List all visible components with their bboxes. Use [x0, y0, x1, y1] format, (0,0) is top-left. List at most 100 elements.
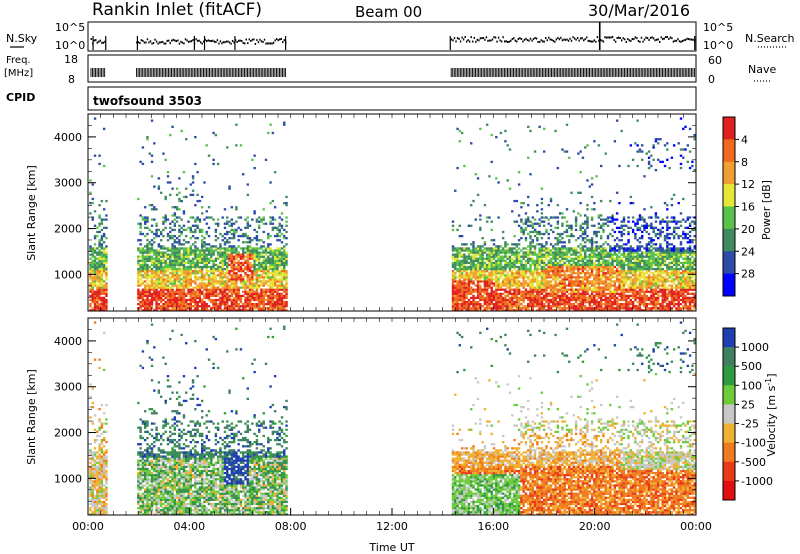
power-cell	[182, 249, 186, 252]
power-cell	[490, 290, 493, 293]
power-cell	[584, 255, 587, 258]
power-cell	[230, 257, 234, 260]
power-cell	[98, 259, 101, 262]
power-cell	[150, 261, 154, 265]
power-cell	[248, 282, 252, 285]
power-cell	[200, 298, 204, 302]
power-cell	[488, 298, 491, 302]
power-cell	[542, 253, 546, 256]
nsky-point	[201, 42, 203, 45]
power-cell	[529, 234, 532, 238]
nsky-point	[624, 38, 626, 41]
power-cell	[255, 243, 259, 246]
power-cell	[285, 302, 288, 306]
power-cell	[143, 226, 147, 230]
power-cell	[248, 267, 252, 271]
power-cell	[194, 290, 197, 293]
power-cell	[508, 305, 512, 308]
power-cell	[586, 276, 589, 279]
power-cell	[185, 253, 188, 256]
power-cell	[579, 284, 582, 287]
power-cell	[141, 296, 145, 300]
power-cell	[93, 210, 97, 213]
nsky-point	[154, 38, 156, 41]
power-cell	[524, 282, 528, 285]
power-cell	[513, 290, 516, 293]
power-cell	[481, 251, 484, 254]
power-cell	[146, 300, 149, 304]
power-cell	[574, 228, 578, 232]
power-cell	[568, 278, 571, 281]
power-cell	[476, 282, 480, 285]
freq-bar	[663, 68, 665, 77]
power-cell	[178, 216, 181, 219]
power-cell	[214, 278, 218, 281]
power-cell	[568, 292, 571, 295]
nsky-point	[616, 36, 618, 39]
power-cell	[262, 305, 265, 308]
power-cell	[490, 300, 493, 304]
power-cell	[89, 201, 92, 205]
power-cell	[100, 269, 104, 273]
power-cell	[456, 286, 459, 289]
power-cell	[558, 294, 562, 298]
power-cell	[255, 257, 259, 260]
power-cell	[260, 292, 263, 295]
power-cell	[552, 265, 555, 269]
power-cell	[545, 257, 548, 260]
power-cell	[451, 261, 455, 265]
nsky-point	[584, 38, 586, 41]
power-cell	[577, 272, 580, 275]
power-cell	[545, 216, 548, 219]
power-cell	[497, 259, 500, 262]
power-cell	[590, 239, 594, 242]
power-cell	[143, 276, 147, 279]
power-cell	[590, 208, 594, 211]
power-cell	[246, 309, 249, 312]
power-cell	[515, 259, 519, 262]
power-cell	[547, 309, 550, 312]
power-cell	[485, 309, 489, 312]
power-cell	[96, 286, 99, 289]
power-cell	[212, 259, 215, 262]
power-cell	[280, 263, 284, 267]
power-cell	[187, 226, 190, 230]
power-cell	[499, 274, 503, 277]
power-cell	[497, 298, 500, 302]
power-cell	[153, 269, 156, 273]
power-cell	[242, 276, 245, 279]
power-cell	[235, 220, 238, 223]
power-cell	[175, 187, 179, 190]
power-cell	[579, 276, 582, 279]
power-cell	[460, 288, 464, 291]
power-cell	[565, 123, 569, 126]
power-cell	[89, 298, 92, 302]
power-cell	[214, 274, 218, 277]
power-cell	[506, 298, 509, 302]
power-cell	[540, 272, 544, 275]
power-cell	[454, 249, 457, 252]
power-cell	[561, 307, 564, 310]
power-cell	[221, 302, 224, 306]
power-cell	[219, 280, 222, 283]
power-cell	[474, 276, 477, 279]
power-cell	[166, 263, 170, 267]
power-cell	[262, 300, 265, 304]
power-cell	[271, 131, 275, 135]
power-cell	[89, 274, 92, 277]
nsky-trace	[90, 22, 696, 50]
power-cell	[166, 265, 170, 269]
power-cell	[581, 276, 585, 279]
power-cell	[214, 133, 218, 137]
power-cell	[187, 276, 190, 279]
power-cell	[593, 307, 596, 310]
power-cell	[540, 302, 544, 306]
power-cell	[549, 253, 553, 256]
power-cell	[214, 259, 218, 262]
power-cell	[178, 224, 181, 227]
power-cell	[173, 278, 177, 281]
power-cell	[189, 309, 192, 312]
power-cell	[262, 222, 265, 225]
power-cell	[171, 300, 174, 304]
power-cell	[536, 288, 539, 291]
